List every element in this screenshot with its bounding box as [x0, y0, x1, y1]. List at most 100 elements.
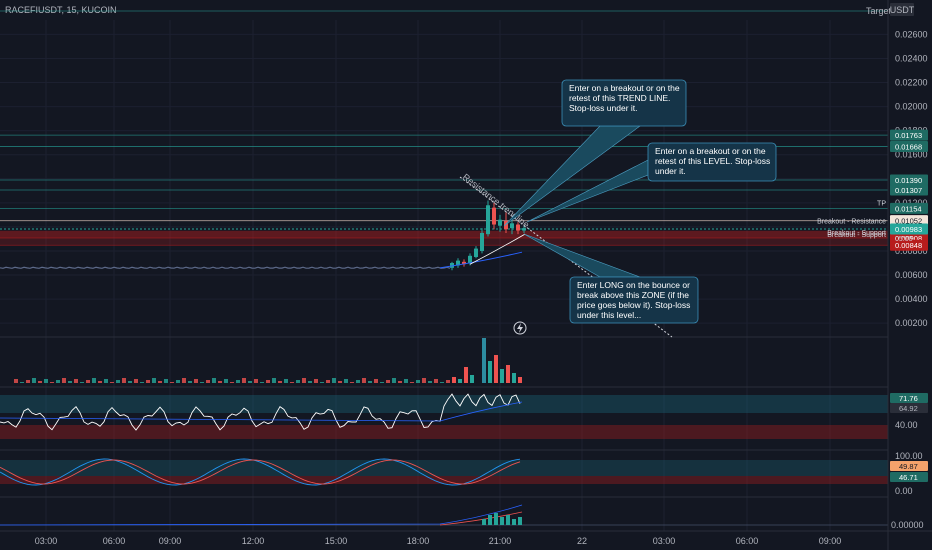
volume-bar: [194, 379, 198, 383]
volume-bar: [122, 378, 126, 383]
volume-bar: [512, 373, 516, 383]
note-line: retest of this TREND LINE.: [569, 93, 670, 103]
time-axis[interactable]: 03:00 06:00 09:00 12:00 15:00 18:00 21:00 22 03:…: [0, 530, 932, 546]
time-tick: 18:00: [407, 536, 430, 546]
time-tick: 06:00: [736, 536, 759, 546]
time-tick: 15:00: [325, 536, 348, 546]
volume-bar: [386, 380, 390, 383]
candle: [468, 255, 472, 264]
level-tag-label: Breakout - Resistance: [817, 219, 886, 226]
note-line: break above this ZONE (if the: [577, 290, 689, 300]
note-box: [647, 142, 777, 182]
note-box: [569, 276, 699, 324]
volume-bar: [32, 378, 36, 383]
volume-bar: [338, 381, 342, 383]
price-tick: 0.01200: [895, 198, 928, 208]
volume-bar: [152, 378, 156, 383]
candle: [504, 220, 508, 230]
price-tick: 0.00800: [895, 246, 928, 256]
volume-bar: [26, 380, 30, 383]
price-tick: 0.00400: [895, 294, 928, 304]
volume-bar: [92, 378, 96, 383]
osc-bar: [518, 517, 522, 525]
note-line: price goes below it). Stop-loss: [577, 300, 690, 310]
price-tag-bg: [890, 184, 928, 196]
volume-bar: [416, 380, 420, 383]
volume-bar: [236, 380, 240, 383]
volume-bar: [230, 382, 234, 383]
volume-bar: [290, 382, 294, 383]
price-tag: 0.01154: [895, 204, 922, 213]
volume-bar: [164, 379, 168, 383]
price-tag: 0.00908: [895, 234, 922, 243]
candle: [510, 223, 514, 229]
volume-bar: [308, 381, 312, 383]
volume-bar: [326, 380, 330, 383]
currency-badge: [890, 3, 914, 16]
candle: [486, 205, 490, 235]
rsi-value-1: 71.76: [899, 394, 918, 403]
volume-bar: [440, 382, 444, 383]
volume-bar: [50, 382, 54, 383]
osc-axis-0: 0.00000: [891, 520, 924, 530]
volume-bar: [458, 379, 462, 383]
stoch-tag-1-bg: [890, 461, 928, 471]
candle: [492, 207, 496, 225]
volume-bar: [392, 378, 396, 383]
candle: [462, 261, 466, 265]
volume-bar: [362, 378, 366, 383]
volume-bar: [56, 380, 60, 383]
stoch-upper-band: [0, 460, 888, 476]
osc-bar: [494, 513, 498, 525]
support-zone-upper: [0, 230, 888, 238]
rsi-tag-2-bg: [890, 403, 928, 413]
volume-bar: [500, 369, 504, 383]
volume-bar: [266, 380, 270, 383]
volume-bar: [332, 378, 336, 383]
volume-bar: [374, 379, 378, 383]
volume-bar: [380, 382, 384, 383]
time-tick: 22: [577, 536, 587, 546]
price-tick: 0.02600: [895, 29, 928, 39]
volume-bar: [464, 367, 468, 383]
volume-bar: [260, 382, 264, 383]
volume-bar: [410, 382, 414, 383]
volume-bar: [62, 378, 66, 383]
candle: [474, 248, 478, 258]
price-tag: 0.01763: [895, 131, 922, 140]
replay-icon[interactable]: [513, 321, 527, 335]
price-tag: 0.01390: [895, 176, 922, 185]
price-tick: 0.01600: [895, 150, 928, 160]
volume-bar: [98, 381, 102, 383]
volume-bar: [158, 381, 162, 383]
time-tick: 09:00: [159, 536, 182, 546]
volume-bar: [212, 378, 216, 383]
rsi-tag-1-bg: [890, 393, 928, 403]
note-line: Stop-loss under it.: [569, 103, 638, 113]
target-label: Target: [866, 6, 892, 16]
note-line: Enter LONG on the bounce or: [577, 280, 690, 290]
volume-bar: [398, 381, 402, 383]
rsi-axis-40: 40.00: [895, 420, 918, 430]
price-axis[interactable]: 0.026000.024000.022000.020000.018000.016…: [887, 0, 932, 550]
candle: [480, 232, 484, 251]
stoch-pane: [0, 458, 888, 486]
time-tick: 06:00: [103, 536, 126, 546]
candle: [456, 260, 460, 266]
level-tag-label: TP: [877, 200, 886, 207]
stoch-value-2: 46.71: [899, 473, 918, 482]
volume-bar: [248, 381, 252, 383]
volume-bar: [104, 379, 108, 383]
volume-bar: [518, 377, 522, 383]
price-tag: 0.01052: [895, 217, 922, 226]
note-line: Enter on a breakout or on the: [655, 146, 766, 156]
volume-bar: [14, 379, 18, 383]
volume-bar: [206, 380, 210, 383]
symbol-title[interactable]: RACEFIUSDT, 15, KUCOIN: [5, 5, 117, 15]
volume-bar: [506, 365, 510, 383]
volume-bar: [242, 378, 246, 383]
